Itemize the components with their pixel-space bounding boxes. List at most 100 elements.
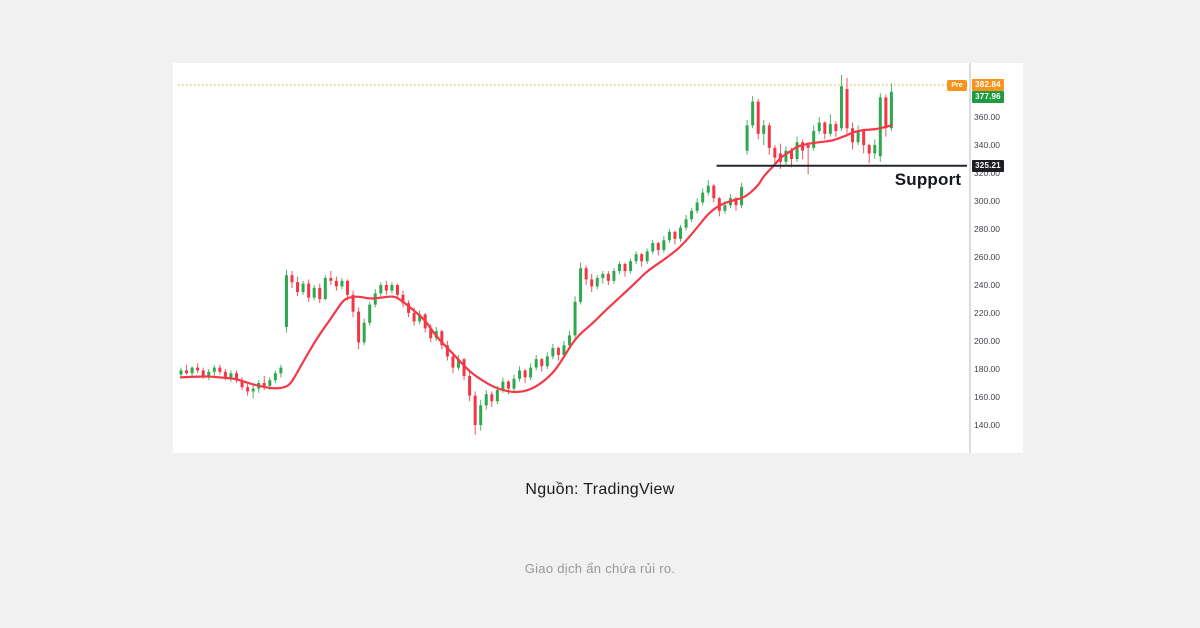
candle-body [384,285,388,291]
candle-body [290,275,294,283]
candle-body [207,371,211,377]
candle-body [684,219,688,228]
candle-body [845,89,849,129]
candle-body [568,335,571,346]
candle-body [784,150,788,162]
price-axis-ticks[interactable]: 360.00 340.00 320.00 300.00 280.00 260.00 240.… [974,112,1000,430]
candle-body [745,125,749,151]
candle-body [412,313,416,322]
candle-body [723,205,727,211]
candle-body [273,373,277,381]
candle-body [667,231,671,241]
candle-body [751,101,755,126]
candle-body [185,370,189,374]
candle-body [495,390,499,402]
candle-body [284,275,288,328]
last-price-label: 377.96 [972,91,1004,103]
candle-body [651,243,655,252]
candle-body [262,383,266,386]
candle-body [401,294,405,304]
y-axis-tick-label: 340.00 [974,140,1000,150]
candle-body [462,359,466,377]
candle-body [584,268,588,280]
candle-body [351,294,355,312]
candle-body [506,381,510,389]
candle-body [212,367,216,372]
candle-body [445,345,449,357]
candle-body [573,301,577,336]
candle-body [490,394,494,402]
candle-body [629,261,633,272]
candle-body [645,251,649,262]
candle-body [762,125,766,134]
candle-body [301,283,305,293]
candle-body [518,370,522,379]
y-axis-tick-label: 320.00 [974,168,1000,178]
candle-body [612,271,616,281]
candle-body [606,273,610,281]
y-axis-tick-label: 300.00 [974,196,1000,206]
candlestick-chart-canvas[interactable]: 360.00 340.00 320.00 300.00 280.00 260.00 240.… [173,63,1023,453]
candle-body [279,367,283,374]
support-price-label: 325.21 [972,160,1004,172]
candle-body [296,282,300,293]
candle-body [851,128,855,143]
candle-body [357,311,361,343]
y-axis-tick-label: 240.00 [974,280,1000,290]
premarket-badge: Pre [947,80,967,91]
candle-body [529,367,533,378]
candle-body [812,131,816,148]
candle-body [773,147,777,158]
candle-body [429,328,433,339]
candle-body [540,359,544,367]
candle-body [346,280,349,295]
candle-body [440,331,444,346]
candle-body [484,394,488,406]
candle-body [862,131,866,146]
candle-body [190,367,194,374]
candle-body [806,145,810,148]
candle-body [479,405,483,426]
candlestick-series [179,75,893,435]
candle-body [318,287,322,300]
premarket-price-label: 382.84 [972,79,1004,91]
candle-body [623,264,627,272]
candle-body [823,122,827,134]
candle-body [712,185,716,199]
candle-body [246,387,250,392]
candle-body [235,373,238,381]
candle-body [656,243,660,251]
candle-body [223,371,227,378]
candle-body [501,381,505,391]
support-annotation[interactable]: Support [894,170,962,189]
candle-body [545,356,549,367]
candle-body [595,278,599,287]
candle-body [734,198,738,206]
candle-body [662,240,666,251]
candle-body [795,142,799,160]
candle-body [590,279,594,287]
y-axis-tick-label: 280.00 [974,224,1000,234]
candle-body [268,380,272,386]
y-axis-tick-label: 360.00 [974,112,1000,122]
candle-body [523,370,527,378]
candle-body [767,125,771,148]
candle-body [579,268,583,302]
candle-body [390,285,394,291]
candle-body [839,86,843,129]
candle-body [679,227,682,239]
candle-body [817,122,821,132]
candle-body [512,378,516,389]
candle-body [395,285,399,295]
candle-body [856,131,860,143]
candle-body [201,370,205,377]
candle-body [473,395,477,426]
y-axis-tick-label: 260.00 [974,252,1000,262]
candle-body [884,97,888,129]
candle-body [756,101,760,134]
moving-average-line [179,124,893,394]
candle-body [407,303,411,314]
candle-body [801,142,805,151]
candle-body [878,97,882,157]
